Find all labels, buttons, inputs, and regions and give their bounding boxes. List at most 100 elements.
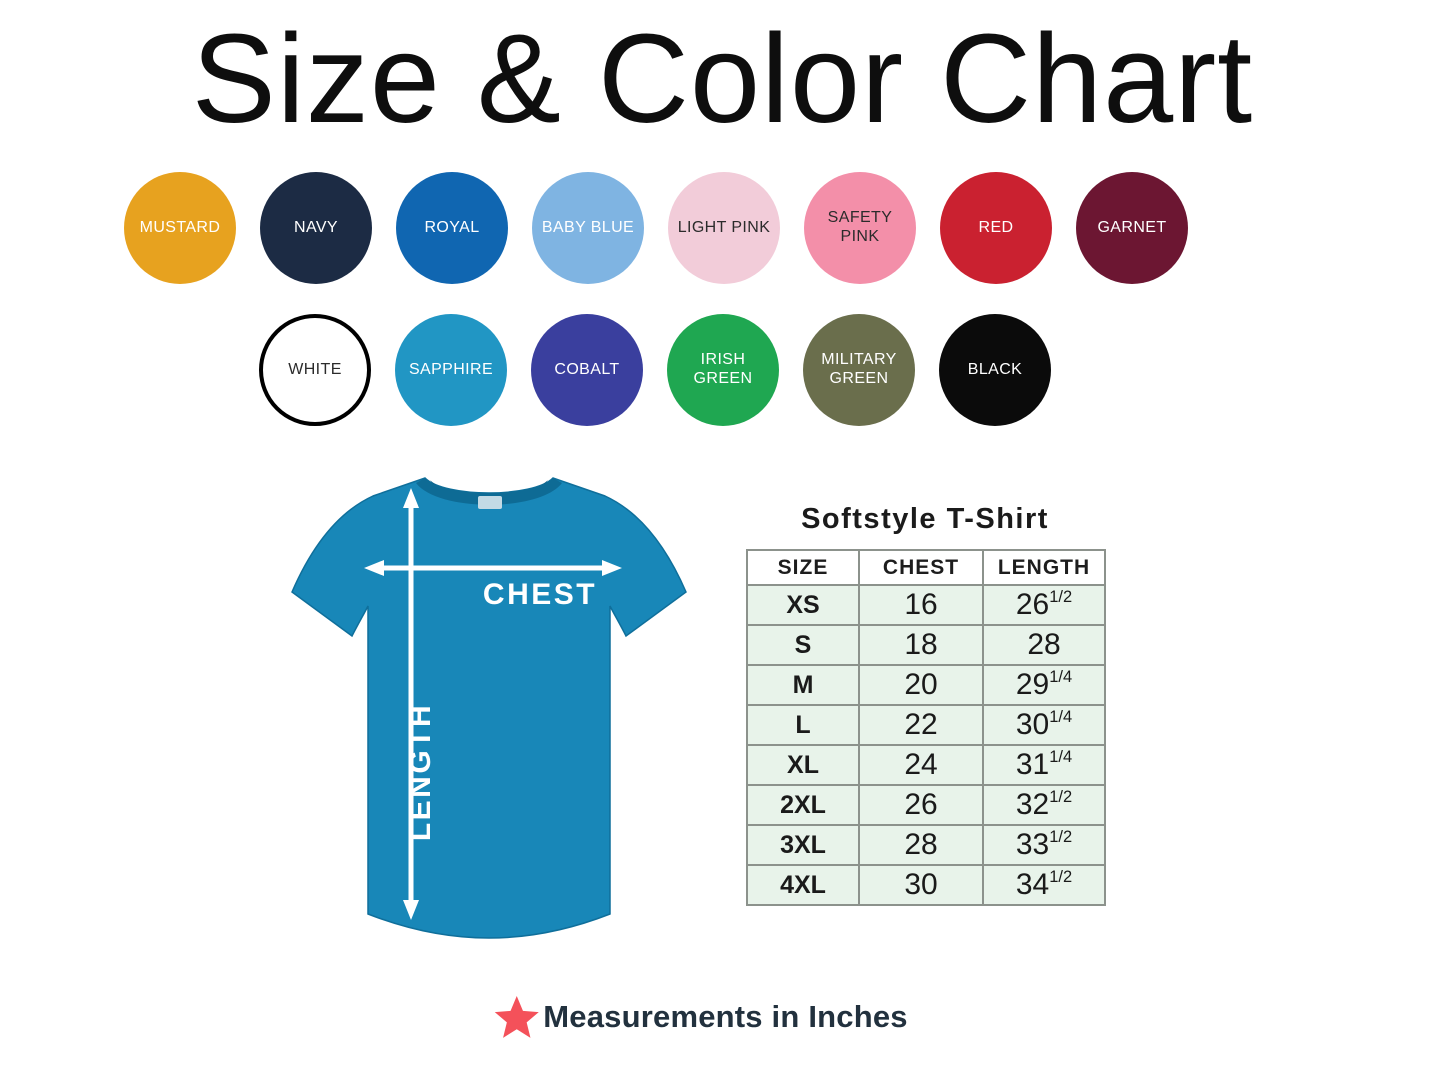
- color-swatch: RED: [940, 172, 1052, 284]
- chest-cell: 24: [858, 744, 984, 786]
- size-table-header-row: SIZE CHEST LENGTH: [746, 549, 1106, 586]
- size-table-section: Softstyle T-Shirt SIZE CHEST LENGTH XS 1…: [746, 503, 1106, 906]
- tshirt-body-shape: [291, 477, 687, 939]
- color-swatch-row-1: MUSTARD NAVY ROYAL BABY BLUE LIGHT PINK …: [124, 172, 1188, 284]
- length-cell: 291/4: [982, 664, 1106, 706]
- chest-arrow-head-left: [364, 560, 384, 576]
- length-fraction: 1/4: [1049, 668, 1073, 687]
- length-whole: 34: [1015, 868, 1050, 901]
- color-swatch-label: ROYAL: [424, 218, 480, 236]
- color-swatch: ROYAL: [396, 172, 508, 284]
- size-table-row: 4XL 30 341/2: [746, 864, 1106, 906]
- color-swatch-label: LIGHT PINK: [677, 218, 771, 236]
- color-swatch-label: COBALT: [554, 360, 620, 378]
- size-table-row: M 20 291/4: [746, 664, 1106, 706]
- star-icon: [494, 996, 539, 1038]
- color-swatch: BABY BLUE: [532, 172, 644, 284]
- color-swatch-label: MILITARY GREEN: [821, 351, 897, 387]
- column-header-length: LENGTH: [982, 549, 1106, 586]
- length-fraction: 1/4: [1049, 708, 1073, 727]
- color-swatch-row-2: WHITE SAPPHIRE COBALT IRISH GREEN MILITA…: [259, 314, 1051, 426]
- size-cell: 2XL: [746, 784, 860, 826]
- tshirt-image: CHEST LENGTH: [291, 477, 687, 939]
- length-whole: 29: [1015, 668, 1050, 701]
- color-swatch: COBALT: [531, 314, 643, 426]
- size-table-row: S 18 28: [746, 624, 1106, 666]
- color-swatch: NAVY: [260, 172, 372, 284]
- column-header-size: SIZE: [746, 549, 860, 586]
- color-swatch: SAPPHIRE: [395, 314, 507, 426]
- length-cell: 28: [982, 624, 1106, 666]
- size-table-row: 3XL 28 331/2: [746, 824, 1106, 866]
- chest-arrow-head-right: [602, 560, 622, 576]
- size-cell: XL: [746, 744, 860, 786]
- size-cell: 3XL: [746, 824, 860, 866]
- footer-note: Measurements in Inches: [493, 995, 908, 1039]
- length-whole: 30: [1015, 708, 1050, 741]
- length-whole: 28: [1027, 628, 1061, 661]
- column-header-chest: CHEST: [858, 549, 984, 586]
- length-cell: 301/4: [982, 704, 1106, 746]
- chest-cell: 26: [858, 784, 984, 826]
- color-swatch-label: IRISH GREEN: [693, 351, 753, 387]
- color-swatch: MUSTARD: [124, 172, 236, 284]
- color-swatch: WHITE: [259, 314, 371, 426]
- color-swatch: GARNET: [1076, 172, 1188, 284]
- length-label: LENGTH: [404, 703, 437, 841]
- chest-cell: 16: [858, 584, 984, 626]
- color-swatch: MILITARY GREEN: [803, 314, 915, 426]
- size-table-row: XL 24 311/4: [746, 744, 1106, 786]
- color-swatch-label: BLACK: [967, 360, 1023, 378]
- size-cell: M: [746, 664, 860, 706]
- length-cell: 331/2: [982, 824, 1106, 866]
- color-swatch-label: WHITE: [288, 360, 342, 378]
- length-fraction: 1/4: [1049, 748, 1073, 767]
- size-table-row: 2XL 26 321/2: [746, 784, 1106, 826]
- chest-cell: 20: [858, 664, 984, 706]
- length-fraction: 1/2: [1049, 868, 1073, 887]
- color-swatch-label: NAVY: [294, 218, 338, 236]
- size-table-row: L 22 301/4: [746, 704, 1106, 746]
- length-fraction: 1/2: [1049, 828, 1073, 847]
- length-fraction: 1/2: [1049, 588, 1073, 607]
- size-cell: S: [746, 624, 860, 666]
- length-cell: 311/4: [982, 744, 1106, 786]
- length-whole: 31: [1015, 748, 1050, 781]
- size-cell: XS: [746, 584, 860, 626]
- length-whole: 33: [1015, 828, 1050, 861]
- color-swatch: BLACK: [939, 314, 1051, 426]
- length-whole: 32: [1015, 788, 1050, 821]
- color-swatch-label: GARNET: [1097, 218, 1167, 236]
- size-table-row: XS 16 261/2: [746, 584, 1106, 626]
- color-swatch-label: SAPPHIRE: [408, 360, 494, 378]
- color-swatch-label: RED: [978, 218, 1014, 236]
- size-cell: 4XL: [746, 864, 860, 906]
- tshirt-neck-tag: [478, 496, 502, 509]
- length-arrow-head-bottom: [403, 900, 419, 920]
- length-whole: 26: [1015, 588, 1050, 621]
- color-swatch-label: SAFETY PINK: [827, 209, 893, 245]
- chest-cell: 28: [858, 824, 984, 866]
- footer-note-text: Measurements in Inches: [543, 999, 908, 1034]
- length-cell: 341/2: [982, 864, 1106, 906]
- length-cell: 261/2: [982, 584, 1106, 626]
- length-cell: 321/2: [982, 784, 1106, 826]
- chest-cell: 18: [858, 624, 984, 666]
- page-title: Size & Color Chart: [191, 8, 1254, 149]
- color-swatch: LIGHT PINK: [668, 172, 780, 284]
- tshirt-collar: [416, 478, 562, 505]
- color-swatch-label: BABY BLUE: [541, 218, 635, 236]
- color-swatch-label: MUSTARD: [139, 218, 221, 236]
- size-table: SIZE CHEST LENGTH XS 16 261/2 S 18: [746, 549, 1106, 906]
- color-swatch: IRISH GREEN: [667, 314, 779, 426]
- length-arrow-head-top: [403, 488, 419, 508]
- chest-label: CHEST: [483, 578, 597, 611]
- size-cell: L: [746, 704, 860, 746]
- tshirt-measurement-diagram: CHEST LENGTH: [278, 466, 702, 954]
- color-swatch: SAFETY PINK: [804, 172, 916, 284]
- length-fraction: 1/2: [1049, 788, 1073, 807]
- size-table-title: Softstyle T-Shirt: [801, 503, 1049, 535]
- chest-cell: 22: [858, 704, 984, 746]
- chest-cell: 30: [858, 864, 984, 906]
